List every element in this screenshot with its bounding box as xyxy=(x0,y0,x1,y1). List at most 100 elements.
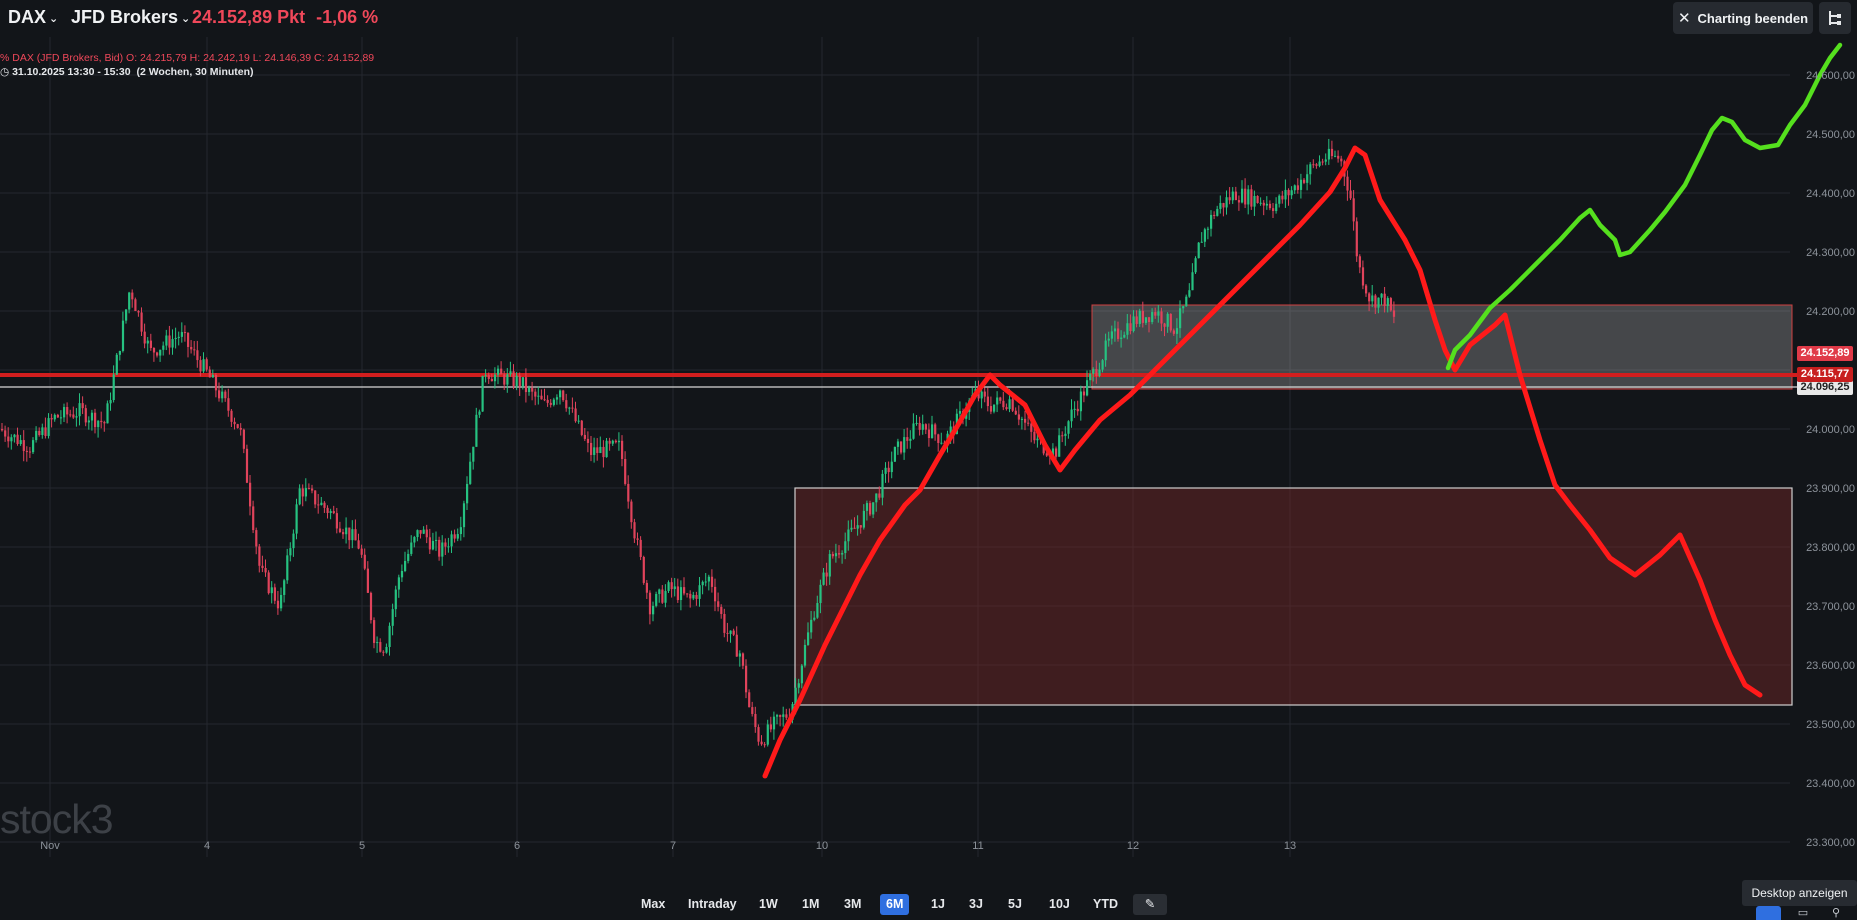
y-axis-label: 24.600,00 xyxy=(1806,70,1855,82)
candle-body xyxy=(419,530,422,534)
candle-body xyxy=(1272,208,1275,212)
close-icon: ✕ xyxy=(1677,10,1691,27)
candle-body xyxy=(986,396,989,407)
candle-body xyxy=(1318,161,1321,166)
candle-body xyxy=(87,420,90,423)
window-icon[interactable]: ▭ xyxy=(1797,907,1809,919)
range-10j[interactable]: 10J xyxy=(1049,897,1070,911)
candle-body xyxy=(819,584,822,604)
candle-body xyxy=(1377,297,1380,308)
range-3m[interactable]: 3M xyxy=(844,897,862,911)
range-5j[interactable]: 5J xyxy=(1008,897,1022,911)
candle-body xyxy=(1082,391,1086,396)
candle-body xyxy=(1340,158,1343,162)
candle-body xyxy=(354,529,357,541)
candle-body xyxy=(428,537,431,550)
candle-body xyxy=(552,399,555,405)
candle-body xyxy=(84,408,87,423)
candle-body xyxy=(1098,369,1101,377)
candle-body xyxy=(106,403,109,424)
candle-body xyxy=(103,422,106,424)
candle-body xyxy=(292,533,295,549)
pencil-icon[interactable]: ✎ xyxy=(1133,894,1167,915)
candle-body xyxy=(1219,203,1222,209)
broker-selector[interactable]: JFD Brokers ⌄ xyxy=(71,7,190,28)
y-axis-label: 23.700,00 xyxy=(1806,601,1855,613)
candle-body xyxy=(1092,369,1095,374)
candle-body xyxy=(726,632,729,634)
candle-body xyxy=(1244,188,1247,205)
candle-body xyxy=(853,527,856,529)
candle-body xyxy=(236,424,239,428)
candle-body xyxy=(828,554,831,577)
candle-body xyxy=(807,632,810,645)
candle-body xyxy=(605,440,608,458)
candle-body xyxy=(1210,214,1213,229)
candle-body xyxy=(769,724,772,730)
candle-body xyxy=(555,397,559,400)
candle-body xyxy=(295,504,298,534)
candle-body xyxy=(937,434,940,443)
range-intraday[interactable]: Intraday xyxy=(688,897,737,911)
candle-body xyxy=(757,727,760,742)
candle-body xyxy=(1036,438,1039,441)
price-chart[interactable]: 24.600,00 24.500,00 24.400,00 24.300,00 24.2… xyxy=(0,37,1857,889)
search-icon[interactable]: ⚲ xyxy=(1831,907,1841,919)
candle-body xyxy=(131,292,134,300)
range-1m[interactable]: 1M xyxy=(802,897,820,911)
range-1j[interactable]: 1J xyxy=(931,897,945,911)
period-text: (2 Wochen, 30 Minuten) xyxy=(136,66,254,78)
candle-body xyxy=(741,653,745,666)
candle-body xyxy=(94,412,97,428)
candle-body xyxy=(528,387,531,393)
candle-body xyxy=(125,309,128,321)
candle-body xyxy=(890,461,893,473)
range-1w[interactable]: 1W xyxy=(759,897,778,911)
candle-body xyxy=(751,707,754,714)
candle-body xyxy=(1095,369,1098,377)
ohlc-text: DAX (JFD Brokers, Bid) O: 24.215,79 H: 2… xyxy=(12,52,375,64)
candle-body xyxy=(816,603,819,618)
candle-body xyxy=(1265,203,1268,206)
candle-body xyxy=(531,387,534,392)
range-max[interactable]: Max xyxy=(641,897,666,911)
candle-body xyxy=(1346,176,1349,191)
candle-body xyxy=(1079,391,1082,412)
range-3j[interactable]: 3J xyxy=(969,897,983,911)
candle-body xyxy=(549,402,552,405)
range-ytd[interactable]: YTD xyxy=(1093,897,1118,911)
candle-body xyxy=(338,528,342,533)
range-6m[interactable]: 6M xyxy=(880,894,910,915)
candle-body xyxy=(602,446,605,458)
candle-body xyxy=(252,506,255,531)
info-prefix: % xyxy=(0,52,10,64)
candle-body xyxy=(878,493,881,498)
candle-body xyxy=(1148,317,1151,323)
candle-body xyxy=(865,503,869,511)
candle-body xyxy=(1117,328,1120,339)
y-axis-label: 24.500,00 xyxy=(1806,129,1855,141)
candle-body xyxy=(462,503,466,528)
candle-body xyxy=(1014,410,1017,415)
candle-body xyxy=(1135,316,1138,324)
candle-body xyxy=(838,553,841,555)
candle-body xyxy=(562,390,565,401)
candle-body xyxy=(425,529,428,538)
candle-body xyxy=(320,502,323,506)
candle-body xyxy=(255,530,258,547)
candle-body xyxy=(515,375,518,387)
symbol-selector[interactable]: DAX ⌄ xyxy=(8,7,58,28)
candle-body xyxy=(565,400,568,409)
candle-body xyxy=(280,594,283,609)
candle-body xyxy=(183,332,187,334)
candle-body xyxy=(137,311,140,313)
current-price: 24.152,89 Pkt -1,06 % xyxy=(192,7,378,28)
layout-icon-button[interactable] xyxy=(1819,2,1851,34)
candle-body xyxy=(1392,310,1396,317)
end-charting-button[interactable]: ✕ Charting beenden xyxy=(1673,2,1813,34)
candle-body xyxy=(25,450,28,452)
candle-body xyxy=(927,429,931,439)
desktop-icon[interactable] xyxy=(1756,906,1781,920)
candle-body xyxy=(283,580,286,595)
candle-body xyxy=(497,368,500,375)
